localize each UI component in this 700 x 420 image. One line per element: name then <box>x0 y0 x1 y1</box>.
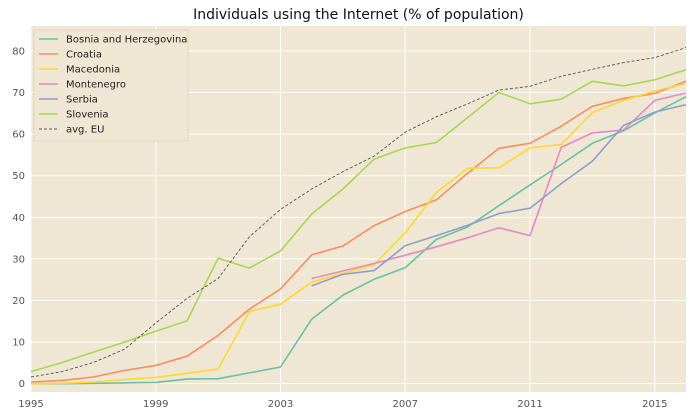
x-tick-label: 1995 <box>18 399 43 410</box>
series-line <box>30 80 687 383</box>
y-tick-label: 20 <box>12 296 25 307</box>
y-tick-label: 70 <box>12 88 25 99</box>
y-tick-label: 30 <box>12 254 25 265</box>
chart-title: Individuals using the Internet (% of pop… <box>193 7 524 23</box>
y-tick-label: 40 <box>12 213 25 224</box>
legend-label: Slovenia <box>66 110 109 121</box>
series-line <box>30 82 687 385</box>
series-line <box>311 103 687 287</box>
y-tick-label: 50 <box>12 171 25 182</box>
y-tick-label: 0 <box>19 379 25 390</box>
x-tick-label: 2003 <box>268 399 293 410</box>
y-tick-label: 10 <box>12 338 25 349</box>
series-line <box>311 92 687 280</box>
tick-labels: 0 10 20 30 40 50 60 70 80 1995 1999 2003 2007 2011 201… <box>12 46 667 410</box>
legend-label: avg. EU <box>66 125 104 136</box>
legend-label: Bosnia and Herzegovina <box>66 35 187 46</box>
legend-label: Serbia <box>66 95 98 106</box>
legend-label: Macedonia <box>66 65 120 76</box>
x-tick-label: 1999 <box>143 399 168 410</box>
legend-label: Montenegro <box>66 80 126 91</box>
x-tick-label: 2007 <box>393 399 418 410</box>
y-tick-label: 80 <box>12 46 25 57</box>
series-line <box>30 68 687 373</box>
legend-box <box>33 29 189 142</box>
x-tick-label: 2011 <box>517 399 542 410</box>
series-line <box>31 95 687 385</box>
y-tick-label: 60 <box>12 130 25 141</box>
legend: Bosnia and Herzegovina Croatia Macedonia Mo… <box>33 29 189 142</box>
x-tick-label: 2015 <box>642 399 667 410</box>
legend-label: Croatia <box>66 50 102 61</box>
series-lines <box>30 47 687 385</box>
